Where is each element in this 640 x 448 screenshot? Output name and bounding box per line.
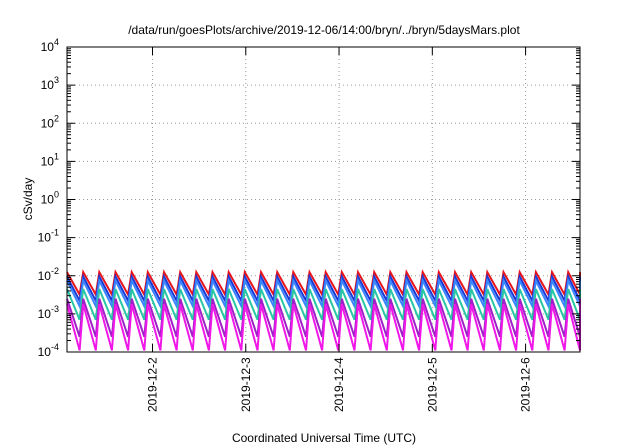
series-line bbox=[66, 298, 581, 338]
y-tick-base: 10 bbox=[38, 307, 52, 321]
tick-marks bbox=[67, 46, 580, 353]
y-tick-base: 10 bbox=[38, 231, 52, 245]
x-tick-label: 2019-12-3 bbox=[239, 357, 253, 412]
chart-title: /data/run/goesPlots/archive/2019-12-06/1… bbox=[128, 23, 520, 37]
y-tick-label: 10-2 bbox=[38, 266, 59, 283]
x-tick-label: 2019-12-2 bbox=[146, 357, 160, 412]
x-tick-label: 2019-12-6 bbox=[519, 357, 533, 412]
y-axis-label: cSv/day bbox=[21, 178, 35, 221]
x-axis-label: Coordinated Universal Time (UTC) bbox=[232, 431, 416, 445]
y-tick-exponent: 1 bbox=[54, 151, 59, 161]
y-tick-base: 10 bbox=[41, 116, 55, 130]
y-tick-label: 10-3 bbox=[38, 304, 59, 321]
y-tick-exponent: 3 bbox=[54, 75, 59, 85]
x-tick-label: 2019-12-4 bbox=[332, 357, 346, 412]
series-line bbox=[66, 303, 581, 351]
y-tick-exponent: -3 bbox=[51, 304, 59, 314]
y-tick-exponent: 0 bbox=[54, 190, 59, 200]
y-tick-label: 102 bbox=[41, 113, 59, 130]
y-tick-base: 10 bbox=[41, 40, 55, 54]
y-tick-base: 10 bbox=[38, 269, 52, 283]
series-line bbox=[66, 288, 581, 321]
y-tick-base: 10 bbox=[38, 345, 52, 359]
y-tick-exponent: 4 bbox=[54, 37, 59, 47]
y-tick-label: 100 bbox=[41, 190, 59, 207]
y-tick-base: 10 bbox=[41, 154, 55, 168]
series-line bbox=[66, 276, 581, 310]
series-group bbox=[66, 268, 581, 351]
y-tick-label: 103 bbox=[41, 75, 59, 92]
y-tick-exponent: -2 bbox=[51, 266, 59, 276]
y-tick-label: 10-4 bbox=[38, 342, 59, 359]
y-tick-exponent: -1 bbox=[51, 228, 59, 238]
y-tick-label: 101 bbox=[41, 151, 59, 168]
x-tick-label: 2019-12-5 bbox=[425, 357, 439, 412]
y-tick-label: 104 bbox=[41, 37, 59, 54]
y-tick-exponent: 2 bbox=[54, 113, 59, 123]
y-tick-label: 10-1 bbox=[38, 228, 59, 245]
x-tick-labels: 2019-12-2 2019-12-3 2019-12-4 2019-12-5 2019… bbox=[146, 357, 533, 412]
y-tick-base: 10 bbox=[41, 78, 55, 92]
y-tick-exponent: -4 bbox=[51, 342, 59, 352]
y-tick-base: 10 bbox=[41, 193, 55, 207]
